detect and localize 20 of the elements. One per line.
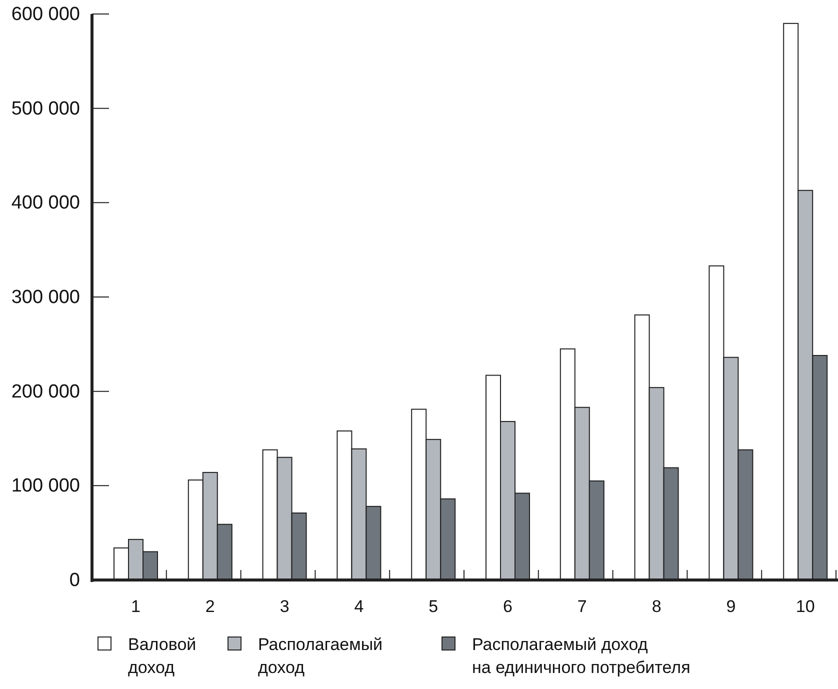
y-tick-label: 500 000 xyxy=(11,98,80,120)
x-tick-label: 6 xyxy=(503,597,512,616)
x-tick-label: 7 xyxy=(577,597,587,616)
legend-label: Валовой доход xyxy=(128,635,196,677)
legend-label: Располагаемый доход на единичного потребителя xyxy=(472,635,690,677)
y-tick-label: 100 000 xyxy=(11,476,80,497)
y-tick-label: 300 000 xyxy=(11,287,80,308)
y-tick-label: 600 000 xyxy=(11,4,80,25)
x-tick-label: 1 xyxy=(131,597,140,616)
x-tick-label: 2 xyxy=(205,597,215,616)
y-tick-label: 400 000 xyxy=(11,192,80,214)
x-tick-label: 5 xyxy=(428,597,438,616)
x-tick-label: 3 xyxy=(280,597,290,616)
x-tick-label: 9 xyxy=(726,597,736,616)
x-tick-label: 10 xyxy=(796,597,815,616)
y-tick-label: 200 000 xyxy=(11,381,80,402)
y-tick-label: 0 xyxy=(69,570,80,591)
x-tick-label: 8 xyxy=(652,597,662,616)
legend-label: Располагаемый доход xyxy=(258,635,383,677)
x-tick-label: 4 xyxy=(354,597,364,616)
